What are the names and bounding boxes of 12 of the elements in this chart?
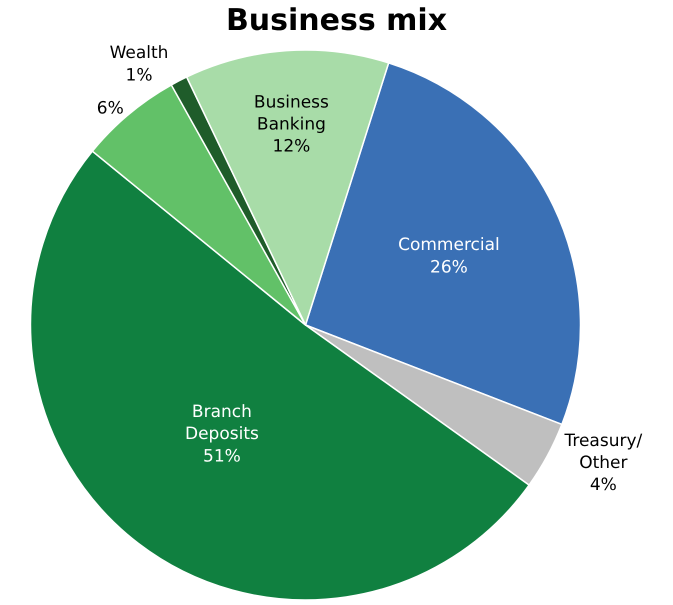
slice-label: Business Banking xyxy=(254,92,330,134)
data-label: 6% xyxy=(96,98,124,118)
data-label: 1% xyxy=(126,65,152,86)
data-label: 4% xyxy=(590,475,617,496)
chart-title: Business mix xyxy=(226,3,448,38)
slice-label: Commercial xyxy=(398,235,500,256)
slice-label: Branch Deposits xyxy=(184,402,259,444)
data-label: 26% xyxy=(430,257,468,278)
data-label: 51% xyxy=(203,446,241,466)
slice-label: Wealth xyxy=(110,43,168,64)
slice-label: Treasury/ Other xyxy=(563,430,643,474)
data-label: 12% xyxy=(272,136,310,157)
